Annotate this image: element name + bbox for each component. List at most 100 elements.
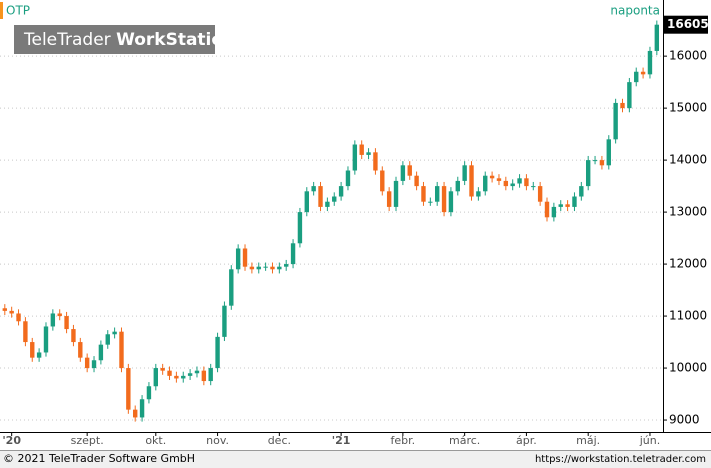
candle-body — [23, 321, 28, 343]
candle-body — [579, 186, 584, 197]
last-price-box — [664, 15, 708, 34]
candle-body — [517, 178, 522, 184]
candle-body — [489, 175, 495, 179]
y-tick-label: 16000 — [669, 49, 707, 63]
candle-body — [304, 191, 309, 213]
candle-body — [208, 368, 213, 382]
plot-area — [0, 20, 663, 422]
candle-body — [126, 368, 131, 410]
candle-body — [133, 409, 138, 418]
y-tick-label: 13000 — [669, 205, 707, 219]
chart-subtitle: naponta — [610, 4, 660, 18]
candle-body — [242, 248, 248, 267]
candle-body — [153, 368, 158, 387]
candle-body — [400, 165, 406, 181]
x-tick-label: okt. — [145, 434, 166, 447]
candle-body — [647, 50, 653, 75]
candle-body — [9, 310, 14, 314]
candle-body — [229, 269, 234, 306]
candle-body — [160, 368, 165, 371]
footer-bar — [0, 450, 711, 468]
x-tick-label: szept. — [71, 434, 104, 447]
candle-body — [366, 152, 371, 155]
footer-right: https://workstation.teletrader.com — [535, 454, 706, 465]
candle-body — [64, 316, 69, 330]
y-tick-label: 12000 — [669, 257, 707, 271]
candle-body — [2, 308, 8, 311]
candle-body — [640, 71, 646, 75]
last-price-label: 16605 — [667, 17, 709, 31]
candle-body — [105, 334, 110, 345]
candle-body — [146, 386, 152, 400]
candle-body — [483, 175, 488, 192]
candle-body — [325, 201, 330, 207]
candle-body — [167, 370, 172, 376]
candle-body — [373, 152, 378, 171]
candle-body — [318, 186, 323, 207]
candle-body — [572, 196, 577, 207]
candle-body — [531, 186, 536, 188]
candle-body — [592, 160, 598, 162]
candle-body — [599, 160, 605, 166]
candle-body — [311, 186, 316, 192]
x-tick-label: nov. — [206, 434, 229, 447]
candle-body — [16, 313, 21, 322]
candle-body — [297, 212, 303, 244]
candle-body — [441, 186, 447, 213]
x-tick-label: febr. — [391, 434, 416, 447]
candle-body — [462, 165, 467, 181]
candle-body — [36, 352, 42, 358]
candle-body — [263, 266, 268, 268]
candle-body — [380, 170, 385, 192]
candle-body — [194, 370, 200, 374]
candle-body — [256, 266, 261, 270]
candle-body — [448, 191, 454, 213]
candle-body — [235, 248, 241, 270]
candle-body — [284, 264, 289, 267]
candle-body — [290, 243, 296, 265]
x-tick-label: dec. — [268, 434, 291, 447]
candle-body — [558, 204, 563, 207]
candle-body — [270, 266, 275, 270]
candle-body — [338, 186, 344, 197]
candle-body — [50, 313, 56, 327]
candle-body — [352, 144, 358, 171]
candle-body — [606, 139, 611, 166]
candle-body — [455, 180, 460, 192]
candle-body — [332, 196, 337, 202]
candle-body — [187, 373, 193, 376]
candle-body — [57, 313, 62, 317]
candle-body — [503, 180, 509, 187]
candle-body — [469, 165, 474, 197]
logo-text: TeleTrader WorkStation — [23, 30, 235, 50]
candle-body — [139, 399, 145, 418]
candle-body — [476, 191, 481, 197]
candle-body — [537, 186, 543, 202]
candle-body — [249, 266, 255, 270]
candle-body — [30, 342, 35, 358]
candle-body — [215, 336, 220, 369]
candle-body — [421, 186, 426, 202]
candle-body — [201, 370, 207, 382]
candle-body — [98, 344, 104, 361]
candle-body — [112, 331, 117, 335]
candle-body — [565, 204, 570, 207]
candle-body — [407, 165, 412, 176]
candle-body — [359, 144, 364, 155]
candle-body — [544, 201, 550, 218]
chart-title: OTP — [6, 4, 30, 18]
candle-body — [551, 206, 557, 218]
candle-body — [496, 178, 502, 181]
candle-body — [71, 329, 76, 343]
candle-body — [434, 186, 440, 202]
candle-body — [634, 71, 639, 83]
candle-body — [393, 180, 399, 207]
candle-body — [613, 102, 618, 140]
candle-body — [277, 266, 282, 270]
candle-body — [119, 331, 124, 369]
x-tick-label: márc. — [449, 434, 480, 447]
candle-body — [222, 305, 227, 337]
y-tick-label: 9000 — [669, 413, 700, 427]
candle-body — [181, 375, 186, 379]
